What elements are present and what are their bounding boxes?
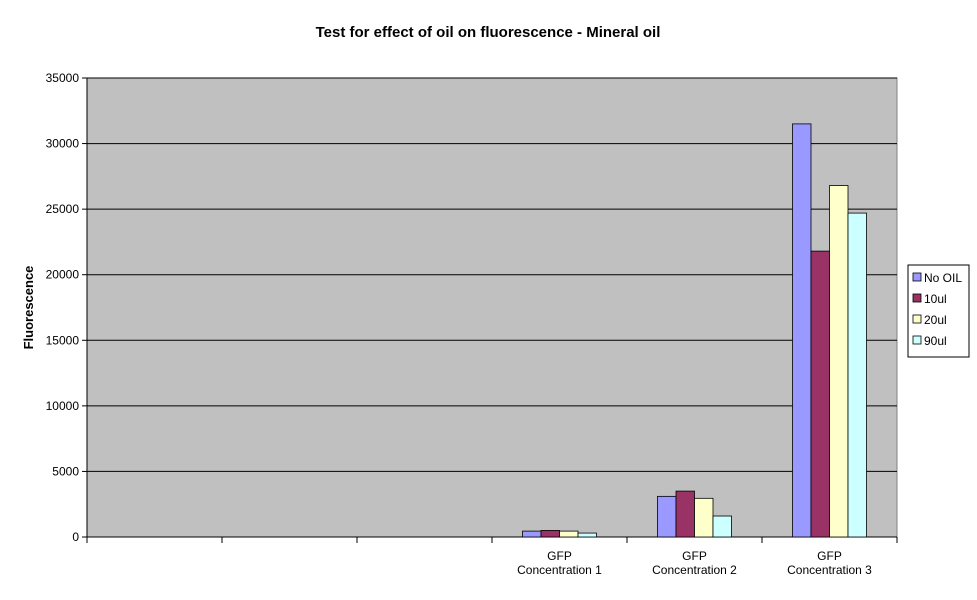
x-category-label: GFP <box>547 549 572 563</box>
x-category-label: Concentration 1 <box>517 563 602 577</box>
legend-entry: 20ul <box>924 313 947 327</box>
legend-entry: 10ul <box>924 292 947 306</box>
y-tick-label: 10000 <box>46 399 80 413</box>
bar-90ul <box>577 532 597 538</box>
y-tick-label: 15000 <box>46 333 80 347</box>
bar-10ul <box>810 250 830 538</box>
legend-entry: 90ul <box>924 334 947 348</box>
x-category-label: GFP <box>682 549 707 563</box>
bar-20ul <box>829 185 849 538</box>
legend-swatch <box>912 314 922 324</box>
y-tick-label: 30000 <box>46 137 80 151</box>
bar-10ul <box>675 490 695 538</box>
legend-swatch <box>912 335 922 345</box>
bar-no-oil <box>522 530 542 538</box>
legend: No OIL 10ul 20ul 90ul <box>907 264 970 358</box>
y-tick-label: 5000 <box>52 464 79 478</box>
legend-swatch <box>912 272 922 282</box>
x-category-label: Concentration 2 <box>652 563 737 577</box>
bar-90ul <box>712 515 732 538</box>
bar-20ul <box>694 497 714 538</box>
x-category-label: Concentration 3 <box>787 563 872 577</box>
bar-no-oil <box>792 123 812 538</box>
plot-area: 05000100001500020000250003000035000GFPCo… <box>46 71 898 577</box>
y-tick-label: 20000 <box>46 268 80 282</box>
y-tick-label: 0 <box>72 530 79 544</box>
bar-10ul <box>540 530 560 538</box>
legend-swatch <box>912 293 922 303</box>
y-tick-label: 35000 <box>46 71 80 85</box>
y-axis-label: Fluorescence <box>21 266 36 350</box>
x-category-label: GFP <box>817 549 842 563</box>
chart-title: Test for effect of oil on fluorescence -… <box>316 24 661 41</box>
y-tick-label: 25000 <box>46 202 80 216</box>
bar-20ul <box>559 530 579 538</box>
bar-90ul <box>847 212 867 538</box>
bar-no-oil <box>657 495 677 538</box>
plot-background <box>86 77 898 538</box>
legend-entry: No OIL <box>924 271 962 285</box>
